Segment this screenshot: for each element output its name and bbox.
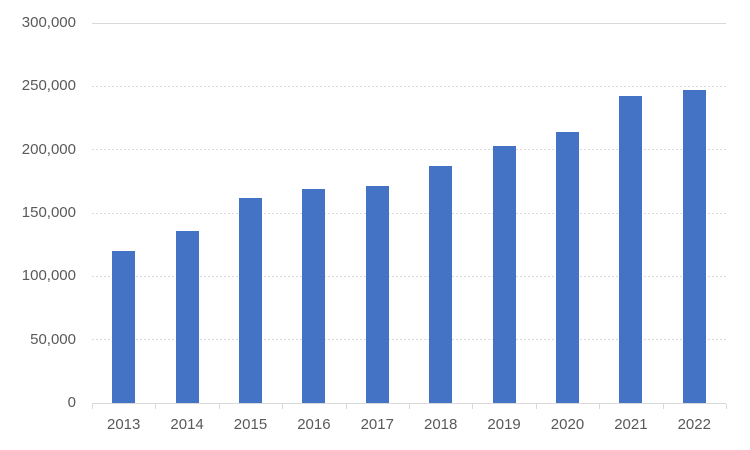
y-axis-label: 0 (67, 394, 76, 411)
gridline-100000 (92, 275, 726, 277)
bar-2013 (112, 251, 136, 403)
gridline-300000 (92, 22, 726, 24)
bar-2015 (239, 197, 262, 403)
x-axis-tick (345, 404, 347, 409)
x-axis-label-2022: 2022 (677, 416, 711, 433)
bar-2016 (302, 188, 326, 403)
x-axis-tick (535, 404, 537, 409)
x-axis-tick (155, 404, 157, 409)
y-axis-label: 150,000 (21, 204, 76, 221)
x-axis-label-2018: 2018 (424, 416, 458, 433)
x-axis-label-2019: 2019 (487, 416, 521, 433)
gridline-200000 (92, 149, 726, 151)
x-axis-tick (599, 404, 601, 409)
x-axis-label-2017: 2017 (360, 416, 394, 433)
bar-2014 (175, 230, 199, 403)
bar-2022 (682, 90, 706, 403)
bar-2017 (365, 186, 389, 403)
x-axis-label-2021: 2021 (614, 416, 648, 433)
y-axis-label: 250,000 (21, 77, 76, 95)
bar-2019 (492, 145, 516, 403)
y-axis-label: 100,000 (21, 267, 76, 285)
bar-2018 (429, 166, 453, 403)
x-axis-tick (472, 404, 474, 409)
x-axis-tick (726, 404, 727, 409)
x-axis-tick (409, 404, 410, 409)
x-axis-label-2020: 2020 (550, 416, 585, 433)
x-axis-tick (282, 404, 284, 409)
y-axis-label: 200,000 (21, 140, 76, 158)
bar-2020 (556, 131, 579, 403)
x-axis-tick (662, 404, 664, 409)
y-axis-label: 50,000 (30, 330, 76, 348)
x-axis-label-2014: 2014 (170, 416, 204, 433)
bar-2021 (619, 96, 643, 403)
x-axis-tick (218, 404, 220, 409)
x-axis-label-2013: 2013 (107, 416, 141, 433)
gridline-150000 (92, 212, 726, 214)
x-axis-line (92, 403, 726, 404)
x-axis-tick (92, 404, 93, 409)
y-axis-label: 300,000 (21, 14, 76, 31)
gridline-50000 (92, 339, 726, 341)
x-axis-label-2015: 2015 (233, 416, 268, 433)
x-axis-label-2016: 2016 (297, 416, 331, 433)
gridline-250000 (92, 85, 726, 87)
